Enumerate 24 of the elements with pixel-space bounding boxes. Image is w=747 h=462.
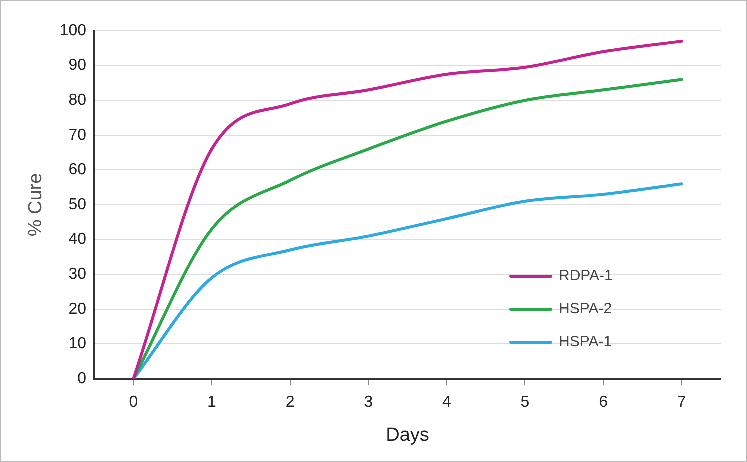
x-tick-label: 7 bbox=[677, 394, 686, 412]
x-tick-label: 5 bbox=[520, 394, 530, 412]
x-tick-label: 4 bbox=[442, 394, 452, 412]
y-tick-label: 20 bbox=[68, 300, 87, 318]
y-tick-label: 0 bbox=[78, 370, 87, 388]
y-tick-label: 30 bbox=[68, 266, 87, 284]
x-tick-label: 1 bbox=[208, 394, 217, 412]
x-tick-label: 0 bbox=[129, 394, 138, 412]
y-tick-label: 100 bbox=[60, 22, 87, 40]
x-tick-label: 6 bbox=[599, 394, 608, 412]
y-axis-title: % Cure bbox=[26, 173, 47, 237]
y-tick-label: 80 bbox=[68, 92, 87, 110]
y-tick-label: 40 bbox=[68, 231, 87, 248]
x-tick-label: 2 bbox=[286, 394, 295, 412]
legend-label: HSPA-2 bbox=[559, 300, 612, 318]
legend-label: RDPA-1 bbox=[559, 268, 613, 285]
y-tick-label: 70 bbox=[68, 126, 87, 144]
x-axis-title: Days bbox=[386, 424, 430, 446]
y-tick-label: 90 bbox=[68, 57, 87, 74]
y-tick-label: 50 bbox=[68, 196, 87, 214]
y-tick-label: 60 bbox=[68, 162, 87, 179]
legend-label: HSPA-1 bbox=[559, 334, 612, 351]
x-tick-label: 3 bbox=[364, 394, 374, 412]
y-tick-label: 10 bbox=[68, 336, 87, 353]
